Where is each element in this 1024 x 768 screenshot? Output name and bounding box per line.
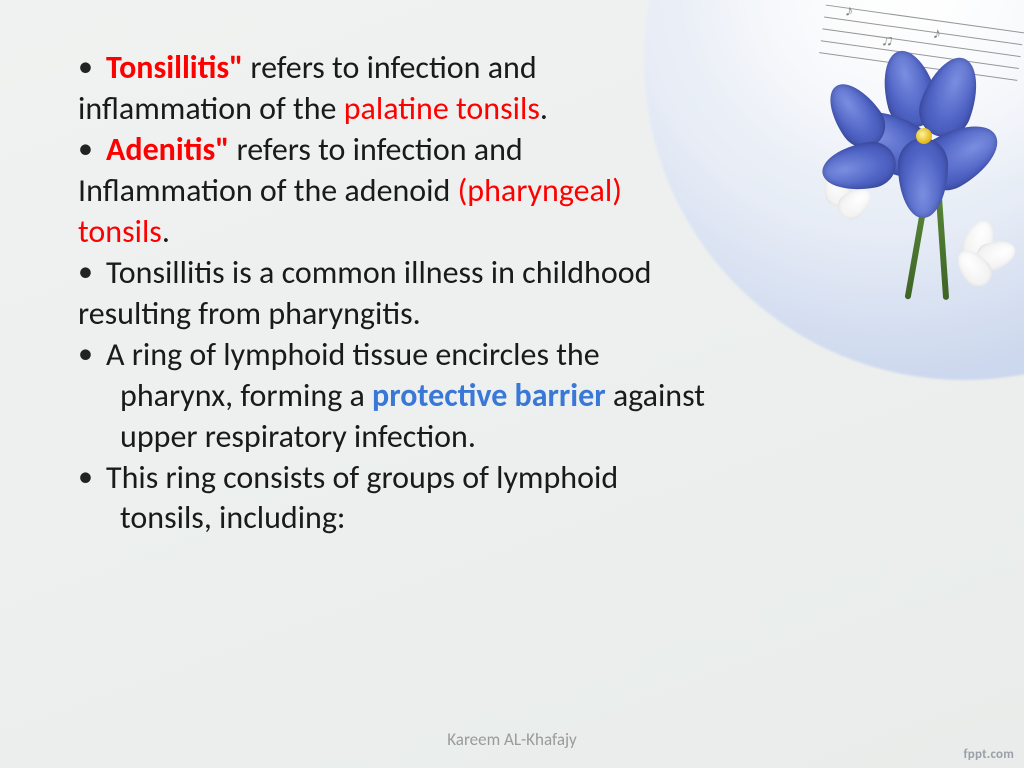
bullet-item: •A ring of lymphoid tissue encircles the… bbox=[78, 335, 928, 458]
text-run: pharynx, forming a bbox=[120, 376, 372, 415]
bullet-dot-icon: • bbox=[78, 130, 106, 168]
footer-brand: fppt.com bbox=[963, 747, 1014, 762]
text-run: against bbox=[613, 376, 705, 415]
bullet-continuation-line: tonsils, including: bbox=[78, 498, 928, 539]
bullet-first-line: •Tonsillitis" refers to infection and bbox=[78, 48, 928, 89]
slide: ♪ ♫ ♪ ♩ •Tonsillitis" refers to infectio… bbox=[0, 0, 1024, 768]
bullet-item: •Tonsillitis" refers to infection andinf… bbox=[78, 48, 928, 130]
bullet-continuation-line: pharynx, forming a protective barrier ag… bbox=[78, 376, 928, 417]
bullet-continuation-line: Inflammation of the adenoid (pharyngeal) bbox=[78, 171, 928, 212]
text-run: tonsils, including: bbox=[120, 498, 345, 537]
text-run: palatine tonsils bbox=[344, 89, 540, 128]
bullet-dot-icon: • bbox=[78, 253, 106, 291]
bullet-first-line: •This ring consists of groups of lymphoi… bbox=[78, 458, 928, 499]
bullet-dot-icon: • bbox=[78, 48, 106, 86]
bullet-first-line: •Adenitis" refers to infection and bbox=[78, 130, 928, 171]
slide-content: •Tonsillitis" refers to infection andinf… bbox=[78, 48, 928, 539]
bullet-dot-icon: • bbox=[78, 458, 106, 496]
text-run: This ring consists of groups of lymphoid bbox=[106, 458, 618, 497]
text-run: . bbox=[162, 212, 170, 251]
text-run: A ring of lymphoid tissue encircles the bbox=[106, 335, 600, 374]
text-run: Tonsillitis" bbox=[106, 48, 250, 87]
bullet-continuation-line: resulting from pharyngitis. bbox=[78, 294, 928, 335]
bullet-dot-icon: • bbox=[78, 335, 106, 373]
text-run: . bbox=[540, 89, 548, 128]
bullet-item: •Adenitis" refers to infection andInflam… bbox=[78, 130, 928, 253]
text-run: upper respiratory infection. bbox=[120, 417, 476, 456]
text-run: tonsils bbox=[78, 212, 162, 251]
text-run: protective barrier bbox=[372, 376, 613, 415]
text-run: (pharyngeal) bbox=[458, 171, 622, 210]
bullet-continuation-line: inflammation of the palatine tonsils. bbox=[78, 89, 928, 130]
text-run: Inflammation of the adenoid bbox=[78, 171, 458, 210]
bullet-item: •This ring consists of groups of lymphoi… bbox=[78, 458, 928, 540]
footer-author: Kareem AL-Khafajy bbox=[0, 729, 1024, 750]
text-run: resulting from pharyngitis. bbox=[78, 294, 421, 333]
text-run: Adenitis" bbox=[106, 130, 236, 169]
text-run: inflammation of the bbox=[78, 89, 344, 128]
bullet-first-line: •Tonsillitis is a common illness in chil… bbox=[78, 253, 928, 294]
text-run: Tonsillitis is a common illness in child… bbox=[106, 253, 651, 292]
bullet-first-line: •A ring of lymphoid tissue encircles the bbox=[78, 335, 928, 376]
bullet-continuation-line: tonsils. bbox=[78, 212, 928, 253]
bullet-continuation-line: upper respiratory infection. bbox=[78, 417, 928, 458]
bullet-item: •Tonsillitis is a common illness in chil… bbox=[78, 253, 928, 335]
text-run: refers to infection and bbox=[236, 130, 522, 169]
text-run: refers to infection and bbox=[250, 48, 536, 87]
